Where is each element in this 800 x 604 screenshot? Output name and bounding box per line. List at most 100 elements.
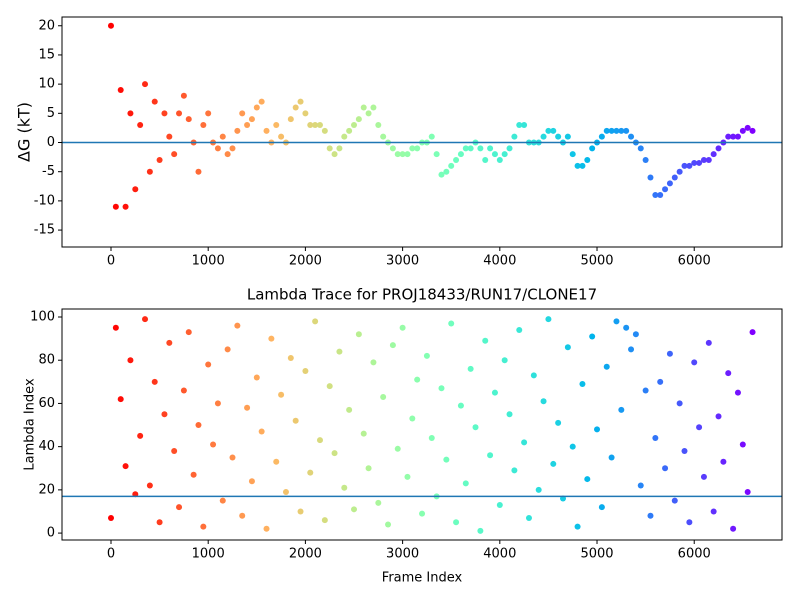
data-point — [404, 151, 411, 158]
data-point — [511, 133, 518, 140]
data-point — [278, 391, 285, 398]
data-point — [195, 168, 202, 175]
data-point — [346, 406, 353, 413]
x-tick-label: 0 — [107, 254, 115, 269]
data-point — [137, 432, 144, 439]
data-point — [253, 374, 260, 381]
data-point — [705, 157, 712, 164]
data-point — [224, 151, 231, 158]
data-point — [642, 387, 649, 394]
data-point — [219, 497, 226, 504]
data-point — [628, 133, 635, 140]
data-point — [564, 344, 571, 351]
data-point — [370, 104, 377, 111]
data-point — [725, 133, 732, 140]
data-point — [365, 465, 372, 472]
data-point — [210, 441, 217, 448]
data-point — [389, 145, 396, 152]
data-point — [749, 127, 756, 134]
data-point — [642, 157, 649, 164]
data-point — [734, 389, 741, 396]
data-point — [258, 98, 265, 105]
data-point — [185, 116, 192, 123]
data-point — [608, 454, 615, 461]
data-point — [477, 527, 484, 534]
data-point — [608, 127, 615, 134]
data-point — [117, 86, 124, 93]
data-point — [584, 157, 591, 164]
data-point — [146, 482, 153, 489]
data-point — [360, 430, 367, 437]
data-point — [166, 339, 173, 346]
data-point — [574, 523, 581, 530]
data-point — [453, 519, 460, 526]
data-point — [399, 151, 406, 158]
data-point — [662, 186, 669, 193]
x-tick-label: 1000 — [192, 254, 225, 269]
data-point — [564, 133, 571, 140]
data-point — [749, 329, 756, 336]
data-point — [613, 127, 620, 134]
data-point — [273, 121, 280, 128]
data-point — [686, 162, 693, 169]
data-point — [156, 157, 163, 164]
data-point — [734, 133, 741, 140]
data-point — [360, 104, 367, 111]
data-point — [409, 145, 416, 152]
data-point — [579, 380, 586, 387]
data-point — [205, 110, 212, 117]
data-point — [253, 104, 260, 111]
x-tick-label: 3000 — [386, 547, 419, 562]
data-point — [491, 151, 498, 158]
data-point — [428, 133, 435, 140]
x-tick-label: 5000 — [580, 254, 613, 269]
data-point — [521, 439, 528, 446]
data-point — [394, 445, 401, 452]
y-tick-label: 40 — [38, 439, 55, 454]
data-point — [229, 454, 236, 461]
data-point — [195, 422, 202, 429]
data-point — [302, 368, 309, 375]
data-point — [443, 456, 450, 463]
y-tick-label: 5 — [47, 106, 55, 121]
data-point — [122, 203, 129, 210]
data-point — [132, 186, 139, 193]
data-point — [438, 385, 445, 392]
y-tick-label: -15 — [34, 223, 55, 238]
data-point — [219, 133, 226, 140]
data-point — [511, 467, 518, 474]
data-point — [516, 326, 523, 333]
data-point — [190, 471, 197, 478]
x-tick-label: 6000 — [678, 254, 711, 269]
data-point — [171, 151, 178, 158]
data-point — [671, 497, 678, 504]
data-point — [200, 121, 207, 128]
x-tick-label: 4000 — [483, 254, 516, 269]
data-point — [273, 458, 280, 465]
data-point — [234, 322, 241, 329]
data-point — [535, 486, 542, 493]
data-point — [185, 329, 192, 336]
data-point — [462, 480, 469, 487]
data-point — [676, 400, 683, 407]
data-point — [545, 316, 552, 323]
data-point — [696, 424, 703, 431]
data-point — [205, 361, 212, 368]
data-point — [375, 121, 382, 128]
data-point — [292, 104, 299, 111]
y-tick-label: 0 — [47, 135, 55, 150]
x-tick-label: 5000 — [580, 547, 613, 562]
x-tick-label: 1000 — [192, 547, 225, 562]
data-point — [700, 157, 707, 164]
data-point — [385, 521, 392, 528]
data-point — [419, 510, 426, 517]
data-point — [647, 174, 654, 181]
data-point — [375, 499, 382, 506]
data-point — [239, 110, 246, 117]
data-point — [579, 162, 586, 169]
data-point — [263, 525, 270, 532]
data-point — [331, 450, 338, 457]
data-point — [623, 127, 630, 134]
data-point — [404, 473, 411, 480]
